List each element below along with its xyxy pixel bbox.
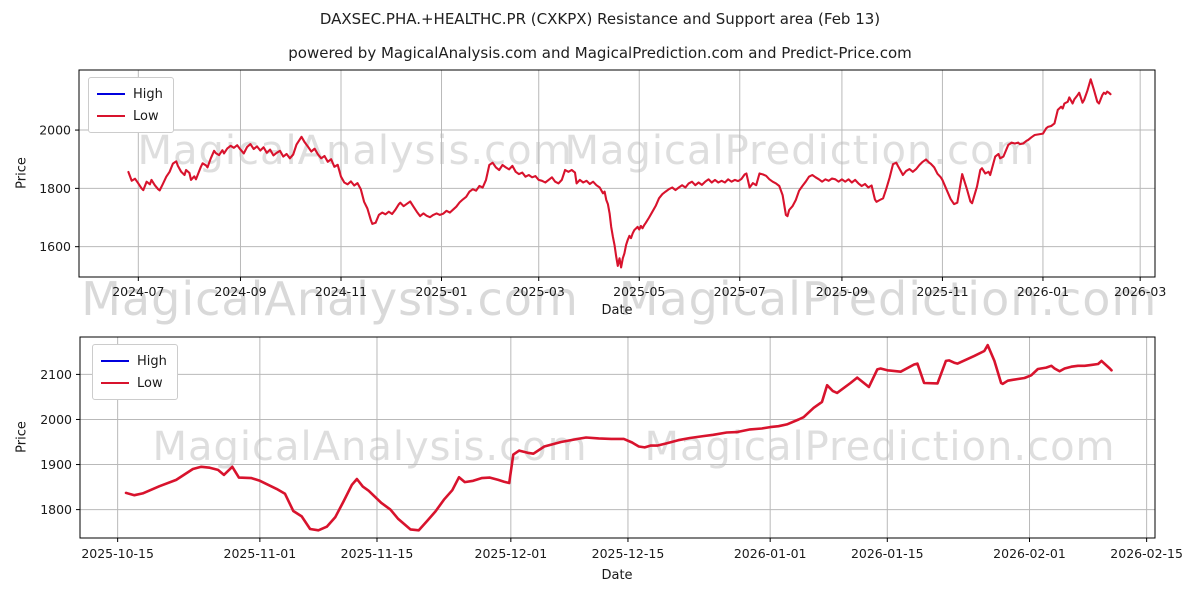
legend-item: High bbox=[97, 83, 163, 105]
y-axis-label-bottom: Price bbox=[14, 421, 30, 453]
series-line-low bbox=[127, 78, 1112, 269]
watermark-analysis-bottom: MagicalAnalysis.com bbox=[152, 424, 588, 470]
x-tick-label: 2024-09 bbox=[214, 284, 266, 299]
x-tick-label: 2025-12-15 bbox=[592, 546, 665, 561]
watermark-prediction-top: MagicalPrediction.com bbox=[564, 128, 1036, 174]
y-axis-label-top: Price bbox=[14, 157, 30, 189]
plot-border bbox=[79, 336, 1156, 539]
x-tick-label: 2025-11-15 bbox=[341, 546, 414, 561]
x-tick-label: 2025-07 bbox=[714, 284, 766, 299]
x-tick-label: 2026-02-15 bbox=[1110, 546, 1183, 561]
x-tick-label: 2026-03 bbox=[1114, 284, 1166, 299]
watermark-analysis-top: MagicalAnalysis.com bbox=[137, 128, 573, 174]
plot-border bbox=[78, 69, 1156, 278]
chart-subtitle: powered by MagicalAnalysis.com and Magic… bbox=[288, 44, 912, 62]
y-tick-label: 1800 bbox=[39, 181, 71, 196]
legend-label: Low bbox=[133, 108, 159, 124]
legend-item: Low bbox=[101, 372, 167, 394]
series-line-low bbox=[124, 343, 1113, 532]
x-tick-label: 2024-07 bbox=[112, 284, 164, 299]
x-tick-label: 2025-09 bbox=[816, 284, 868, 299]
legend-line-sample-low bbox=[97, 115, 125, 117]
x-tick-label: 2025-11-01 bbox=[224, 546, 297, 561]
legend-label: High bbox=[133, 86, 163, 102]
legend-label: High bbox=[137, 353, 167, 369]
x-tick-label: 2026-02-01 bbox=[993, 546, 1066, 561]
watermark-analysis-mid: MagicalAnalysis.com bbox=[81, 272, 579, 326]
watermark-prediction-mid: MagicalPrediction.com bbox=[618, 272, 1158, 326]
x-tick-label: 2025-03 bbox=[513, 284, 565, 299]
y-tick-label: 1600 bbox=[39, 239, 71, 254]
x-tick-label: 2026-01-01 bbox=[734, 546, 807, 561]
y-tick-label: 2000 bbox=[40, 412, 72, 427]
x-tick-label: 2024-11 bbox=[315, 284, 367, 299]
x-axis-label-bottom: Date bbox=[601, 568, 633, 583]
chart-title: DAXSEC.PHA.+HEALTHC.PR (CXKPX) Resistanc… bbox=[319, 10, 881, 28]
legend-item: Low bbox=[97, 105, 163, 127]
legend-line-sample-high bbox=[101, 360, 129, 362]
legend-line-sample-high bbox=[97, 93, 125, 95]
legend-label: Low bbox=[137, 375, 163, 391]
x-tick-label: 2026-01-15 bbox=[851, 546, 924, 561]
legend-item: High bbox=[101, 350, 167, 372]
watermark-prediction-bottom: MagicalPrediction.com bbox=[644, 424, 1116, 470]
x-tick-label: 2026-01 bbox=[1017, 284, 1069, 299]
x-tick-label: 2025-12-01 bbox=[475, 546, 548, 561]
x-tick-label: 2025-01 bbox=[415, 284, 467, 299]
legend-bottom: High Low bbox=[92, 344, 178, 400]
x-tick-label: 2025-11 bbox=[916, 284, 968, 299]
x-tick-label: 2025-10-15 bbox=[81, 546, 154, 561]
x-tick-label: 2025-05 bbox=[613, 284, 665, 299]
y-tick-label: 2100 bbox=[40, 367, 72, 382]
legend-top: High Low bbox=[88, 77, 174, 133]
legend-line-sample-low bbox=[101, 382, 129, 384]
y-tick-label: 2000 bbox=[39, 123, 71, 138]
x-axis-label-top: Date bbox=[601, 303, 633, 318]
y-tick-label: 1900 bbox=[40, 457, 72, 472]
y-tick-label: 1800 bbox=[40, 502, 72, 517]
